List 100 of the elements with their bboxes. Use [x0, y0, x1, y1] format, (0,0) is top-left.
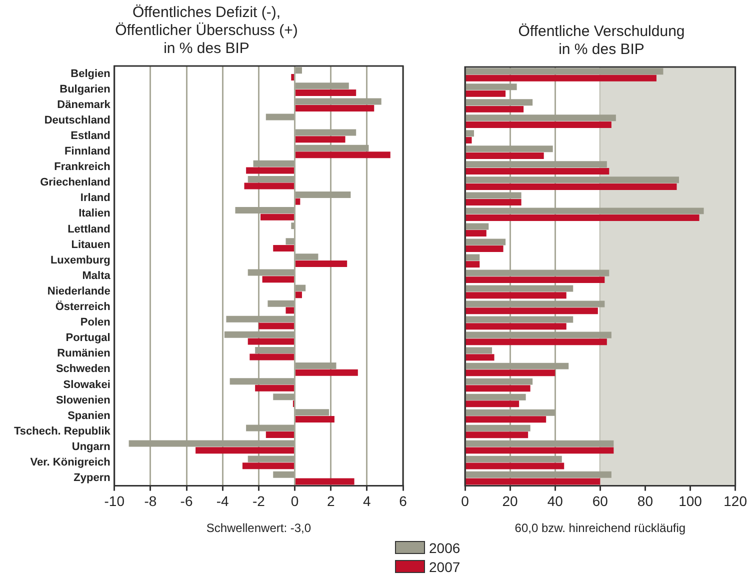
bar: [466, 254, 480, 261]
bar: [466, 168, 610, 174]
y-tick-label: Slowenien: [56, 394, 111, 406]
x-tick-label: 2: [326, 493, 335, 510]
bar: [466, 261, 480, 268]
y-tick-label: Ver. Königreich: [30, 456, 111, 469]
bar: [296, 105, 374, 112]
bar: [466, 130, 474, 137]
bar: [246, 167, 294, 174]
y-tick-label: Bulgarien: [60, 83, 111, 96]
bar: [466, 230, 486, 237]
y-tick-label: Spanien: [68, 410, 111, 422]
x-tick-label: 40: [547, 493, 564, 510]
bar: [266, 432, 294, 438]
y-tick-label: Italien: [78, 208, 111, 220]
x-tick-label: 100: [678, 493, 702, 510]
y-tick-label: Slowakei: [63, 378, 110, 391]
bar: [291, 74, 294, 80]
x-tick-label: 120: [724, 493, 748, 510]
y-tick-label: Polen: [80, 316, 111, 329]
x-tick-label: -4: [216, 493, 230, 510]
x-tick-label: -8: [144, 493, 157, 510]
bar: [466, 121, 612, 128]
bar: [466, 400, 520, 408]
bar: [296, 89, 356, 96]
bar: [466, 432, 528, 438]
bar: [296, 136, 346, 143]
bar: [466, 447, 614, 454]
bar: [466, 90, 506, 97]
bar: [466, 106, 524, 112]
x-axis-title: Schwellenwert: -3,0: [206, 521, 312, 536]
chart-title: Öffentliches Defizit (-), Öffentlicher Überschuss (+) in % des BIP: [115, 4, 298, 58]
bar: [250, 354, 294, 360]
bar: [466, 184, 677, 190]
x-tick-label: 80: [637, 493, 654, 510]
bar: [255, 384, 294, 392]
bar: [466, 370, 556, 376]
bar: [466, 462, 564, 470]
y-tick-label: Rumänien: [57, 348, 111, 360]
bar: [466, 478, 600, 485]
legend-label: 2007: [429, 558, 460, 574]
bar: [196, 447, 294, 454]
y-tick-label: Österreich: [55, 300, 111, 314]
y-tick-label: Finnland: [64, 146, 110, 158]
bar: [466, 347, 492, 354]
x-tick-label: 0: [461, 493, 470, 510]
y-tick-label: Litauen: [71, 238, 111, 251]
bar: [296, 198, 300, 205]
y-tick-label: Malta: [82, 270, 112, 282]
y-tick-label: Griechenland: [40, 176, 110, 189]
x-tick-label: -6: [180, 493, 193, 510]
bar: [248, 338, 294, 345]
y-tick-label: Belgien: [70, 68, 111, 80]
bar: [466, 416, 546, 423]
bar: [466, 199, 522, 206]
bar: [466, 74, 656, 82]
bar: [296, 292, 302, 298]
y-tick-label: Zypern: [74, 472, 111, 484]
bar: [466, 152, 544, 159]
y-tick-label: Estland: [70, 130, 110, 142]
x-tick-label: 20: [502, 493, 518, 510]
bar: [260, 214, 294, 220]
bar: [466, 292, 566, 299]
y-tick-label: Irland: [80, 192, 110, 204]
y-tick-label: Frankreich: [54, 161, 111, 174]
bar: [466, 308, 598, 314]
bar: [296, 416, 334, 423]
x-tick-label: 60: [592, 493, 608, 510]
y-tick-label: Lettland: [68, 223, 110, 236]
bar: [466, 323, 566, 330]
x-tick-label: -2: [252, 493, 266, 510]
bar: [466, 246, 504, 252]
x-tick-label: 4: [363, 493, 372, 510]
bar: [466, 338, 607, 346]
bar: [262, 276, 294, 283]
y-tick-label: Ungarn: [72, 440, 111, 453]
bar: [296, 260, 348, 268]
x-tick-label: -10: [104, 493, 125, 510]
y-tick-label: Tschech. Republik: [14, 425, 112, 438]
bar: [466, 276, 605, 284]
y-tick-label: Deutschland: [44, 114, 110, 126]
bar: [273, 244, 294, 252]
bar: [286, 307, 294, 314]
bar: [258, 322, 294, 330]
chart-title: Öffentliche Verschuldung in % des BIP: [518, 23, 685, 58]
y-tick-label: Dänemark: [57, 98, 112, 111]
bar: [466, 238, 506, 246]
bar: [466, 136, 472, 144]
bar: [242, 462, 294, 470]
bar: [296, 478, 354, 485]
bar: [466, 223, 489, 230]
y-tick-label: Niederlande: [47, 285, 110, 298]
x-axis-title: 60,0 bzw. hinreichend rückläufig: [514, 521, 686, 536]
legend-label: 2006: [429, 540, 460, 556]
y-tick-label: Luxemburg: [50, 254, 110, 266]
bar: [466, 214, 700, 222]
y-tick-label: Schweden: [56, 363, 111, 376]
x-tick-label: 0: [290, 493, 299, 510]
x-tick-label: 6: [399, 493, 408, 510]
bar: [244, 182, 294, 190]
